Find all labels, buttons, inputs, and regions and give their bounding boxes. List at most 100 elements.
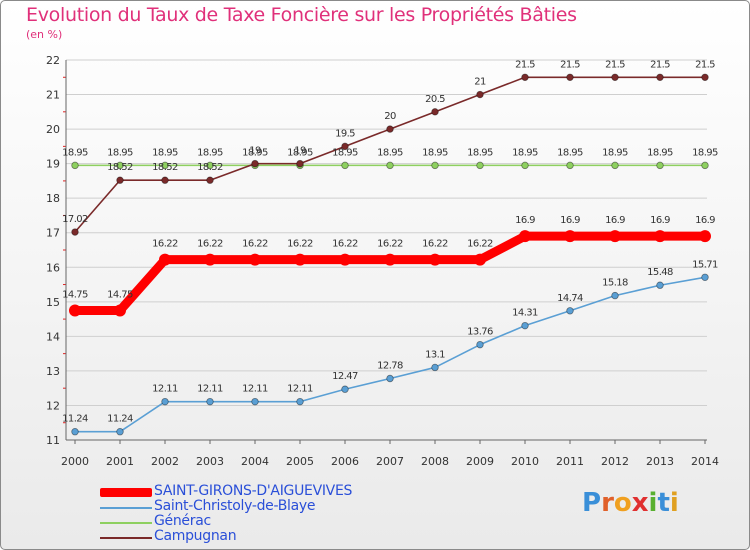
data-point <box>521 73 529 81</box>
legend-label: Campugnan <box>154 528 237 544</box>
data-point <box>71 428 79 436</box>
data-point <box>611 291 619 300</box>
data-point <box>116 161 124 170</box>
data-label: 14.74 <box>557 293 583 304</box>
data-label: 20 <box>384 111 396 122</box>
data-point <box>204 253 216 266</box>
data-point <box>71 228 79 236</box>
data-point <box>384 253 396 266</box>
y-tick-label: 14 <box>46 330 60 343</box>
data-point <box>341 385 349 393</box>
legend-swatch <box>100 522 152 524</box>
x-tick-label: 2003 <box>196 455 224 468</box>
data-point <box>429 253 441 266</box>
data-label: 16.9 <box>605 215 625 226</box>
data-label: 18.52 <box>197 162 223 173</box>
data-label: 16.22 <box>242 239 268 250</box>
data-point <box>296 159 304 168</box>
data-point <box>476 161 484 170</box>
data-label: 14.75 <box>62 289 88 300</box>
y-tick-label: 13 <box>46 365 60 378</box>
data-label: 15.48 <box>647 267 673 278</box>
x-tick-label: 2002 <box>151 455 179 468</box>
data-label: 17.02 <box>62 214 88 225</box>
data-point <box>386 161 394 170</box>
data-point <box>566 307 574 315</box>
data-point <box>296 397 304 406</box>
data-label: 18.95 <box>467 147 493 158</box>
x-tick-label: 2008 <box>421 455 449 468</box>
data-label: 18.95 <box>647 147 673 158</box>
data-label: 21 <box>474 77 486 88</box>
data-point <box>294 253 306 266</box>
data-label: 18.95 <box>332 147 358 158</box>
data-point <box>701 273 709 281</box>
y-tick-label: 18 <box>46 192 60 205</box>
data-label: 18.52 <box>152 162 178 173</box>
data-point <box>116 176 124 184</box>
data-label: 16.22 <box>467 239 493 250</box>
data-point <box>611 161 619 170</box>
data-point <box>71 161 79 170</box>
data-point <box>431 108 439 116</box>
data-label: 16.9 <box>560 215 580 226</box>
data-point <box>161 397 169 406</box>
data-point <box>206 161 214 170</box>
x-tick-label: 2001 <box>106 455 134 468</box>
data-label: 18.95 <box>557 147 583 158</box>
data-label: 16.22 <box>152 239 178 250</box>
data-point <box>251 397 259 406</box>
data-point <box>161 161 169 170</box>
data-label: 21.5 <box>605 59 625 70</box>
data-label: 12.47 <box>332 371 358 382</box>
data-point <box>159 253 171 266</box>
y-tick-label: 15 <box>46 296 60 309</box>
data-label: 18.95 <box>512 147 538 158</box>
legend-label: Saint-Christoly-de-Blaye <box>154 498 316 514</box>
data-point <box>566 161 574 170</box>
data-point <box>656 281 664 289</box>
data-label: 18.95 <box>107 147 133 158</box>
x-tick-label: 2012 <box>601 455 629 468</box>
data-label: 12.11 <box>197 384 223 395</box>
x-tick-label: 2000 <box>61 455 89 468</box>
data-point <box>519 230 531 243</box>
x-tick-label: 2005 <box>286 455 314 468</box>
data-point <box>611 73 619 81</box>
y-tick-label: 12 <box>46 399 60 412</box>
data-label: 16.22 <box>287 239 313 250</box>
data-label: 18.95 <box>152 147 178 158</box>
y-tick-label: 19 <box>46 158 60 171</box>
legend-label: SAINT-GIRONS-D'AIGUEVIVES <box>154 483 353 499</box>
data-point <box>609 230 621 243</box>
data-point <box>521 161 529 170</box>
data-point <box>206 397 214 406</box>
x-tick-label: 2011 <box>556 455 584 468</box>
data-point <box>474 253 486 266</box>
x-tick-label: 2010 <box>511 455 539 468</box>
data-label: 12.11 <box>242 384 268 395</box>
data-label: 16.22 <box>422 239 448 250</box>
data-point <box>161 176 169 184</box>
data-label: 18.95 <box>197 147 223 158</box>
data-point <box>656 161 664 170</box>
data-point <box>699 230 711 243</box>
data-label: 16.22 <box>377 239 403 250</box>
x-tick-label: 2013 <box>646 455 674 468</box>
data-label: 18.95 <box>422 147 448 158</box>
data-label: 18.95 <box>62 147 88 158</box>
data-label: 18.95 <box>377 147 403 158</box>
data-label: 16.9 <box>695 215 715 226</box>
data-point <box>431 161 439 170</box>
data-label: 12.11 <box>152 384 178 395</box>
data-point <box>701 73 709 81</box>
y-tick-label: 20 <box>46 123 60 136</box>
data-point <box>431 363 439 372</box>
data-point <box>339 253 351 266</box>
data-label: 16.9 <box>515 215 535 226</box>
data-label: 16.9 <box>650 215 670 226</box>
y-tick-label: 16 <box>46 261 60 274</box>
data-label: 21.5 <box>695 59 715 70</box>
data-point <box>249 253 261 266</box>
